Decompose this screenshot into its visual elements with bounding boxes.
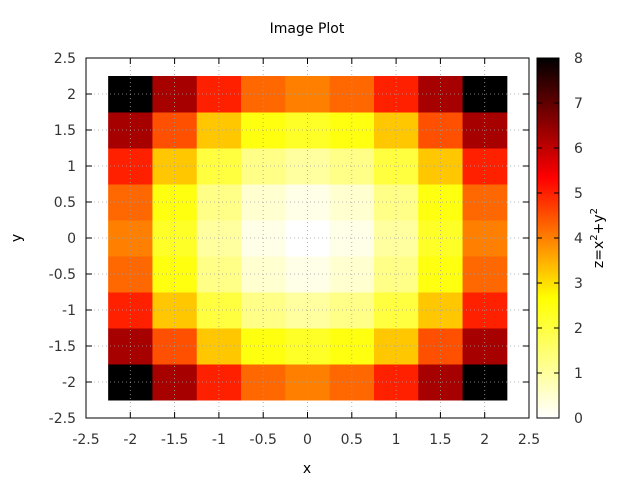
x-tick-label: 1 [392, 432, 401, 448]
chart-title: Image Plot [270, 21, 345, 37]
colorbar-tick-label: 1 [574, 366, 583, 382]
colorbar-label-mid: +y [591, 214, 607, 234]
colorbar-tick-label: 0 [574, 411, 583, 427]
y-tick-label: 2.5 [54, 51, 76, 67]
y-tick-label: -2 [62, 375, 76, 391]
x-axis-ticks: -2.5 -2 -1.5 -1 -0.5 0 0.5 1 1.5 2 2.5 [72, 58, 540, 448]
colorbar-label-exp-1: 2 [589, 234, 600, 240]
colorbar-tick-label: 8 [574, 51, 583, 67]
y-tick-label: -1 [62, 303, 76, 319]
x-tick-label: -1.5 [161, 432, 188, 448]
x-axis-label: x [303, 461, 311, 477]
x-tick-label: -2.5 [72, 432, 99, 448]
colorbar-label-base: z=x [591, 241, 607, 268]
y-tick-label: 1 [67, 159, 76, 175]
colorbar-tick-label: 2 [574, 321, 583, 337]
x-tick-label: 0 [303, 432, 312, 448]
colorbar-label: z=x2+y2 [589, 208, 607, 268]
y-tick-label: 0 [67, 231, 76, 247]
y-tick-label: 0.5 [54, 195, 76, 211]
y-axis-label: y [9, 234, 25, 242]
x-tick-label: 0.5 [341, 432, 363, 448]
colorbar-tick-label: 7 [574, 96, 583, 112]
colorbar-tick-label: 6 [574, 141, 583, 157]
y-tick-label: 2 [67, 87, 76, 103]
x-tick-label: 2 [480, 432, 489, 448]
y-axis-ticks: -2.5 -2 -1.5 -1 -0.5 0 0.5 1 1.5 2 2.5 [49, 51, 529, 427]
y-tick-label: 1.5 [54, 123, 76, 139]
x-tick-label: 1.5 [429, 432, 451, 448]
x-tick-label: -1 [212, 432, 226, 448]
grid-lines [86, 58, 529, 418]
colorbar-label-exp-2: 2 [589, 208, 600, 214]
colorbar-tick-label: 4 [574, 231, 583, 247]
x-tick-label: -2 [123, 432, 137, 448]
colorbar-tick-label: 5 [574, 186, 583, 202]
y-tick-label: -2.5 [49, 411, 76, 427]
x-tick-label: 2.5 [518, 432, 540, 448]
colorbar-ticks: 0 1 2 3 4 5 6 7 8 [537, 51, 583, 427]
y-tick-label: -0.5 [49, 267, 76, 283]
colorbar-tick-label: 3 [574, 276, 583, 292]
x-tick-label: -0.5 [250, 432, 277, 448]
y-tick-label: -1.5 [49, 339, 76, 355]
